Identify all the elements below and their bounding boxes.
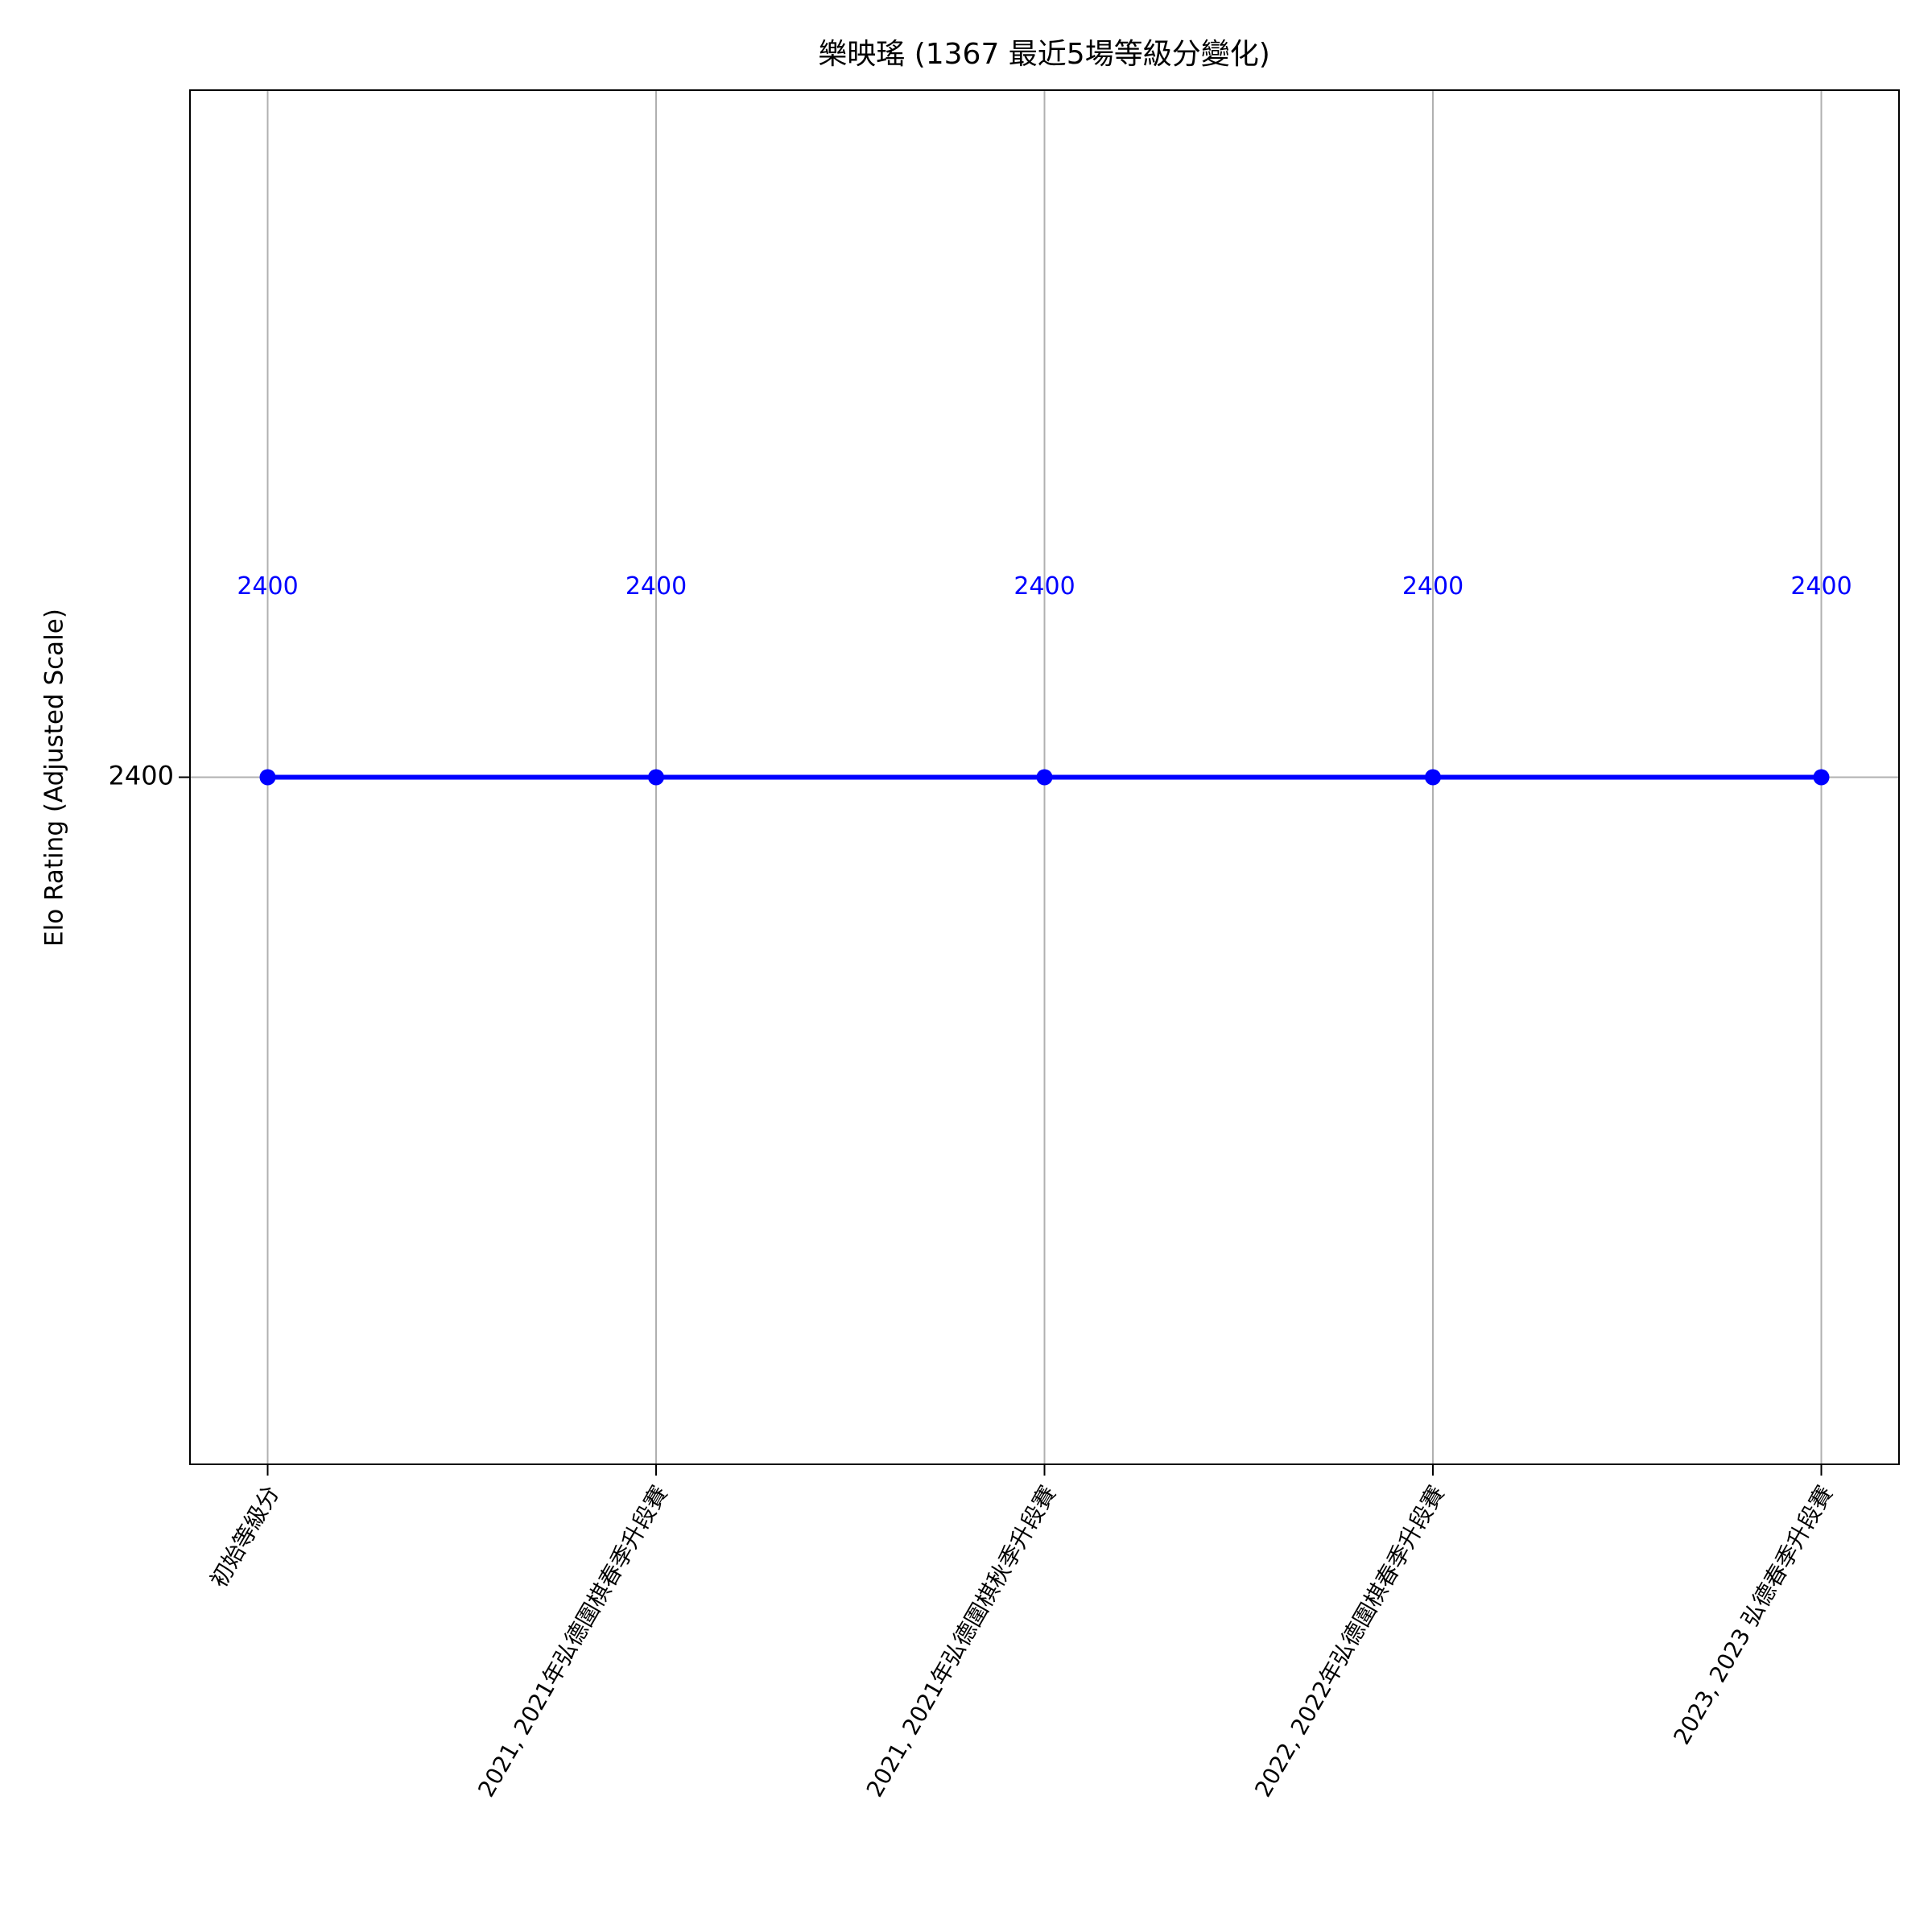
point	[1425, 769, 1441, 786]
point	[648, 769, 664, 786]
plot-frame	[189, 89, 1900, 1465]
y-axis-label: Elo Rating (Adjusted Scale)	[40, 609, 69, 947]
data-label: 2400	[1790, 572, 1852, 601]
y-tick-label: 2400	[109, 761, 174, 791]
x-tick-label: 初始等級分	[205, 1481, 285, 1592]
x-tick-label: 2021, 2021年弘德圍棋春季升段賽	[473, 1481, 673, 1802]
data-label: 2400	[1402, 572, 1463, 601]
point	[1813, 769, 1830, 786]
x-tick-label: 2023, 2023 弘德春季升段賽	[1668, 1481, 1838, 1749]
x-tick-label: 2021, 2021年弘德圍棋秋季升段賽	[861, 1481, 1062, 1802]
chart-title: 樂映瑤 (1367 最近5場等級分變化)	[818, 38, 1270, 71]
data-label: 2400	[1013, 572, 1075, 601]
point	[1036, 769, 1053, 786]
data-label: 2400	[625, 572, 687, 601]
data-label: 2400	[237, 572, 298, 601]
point	[259, 769, 276, 786]
x-tick-label: 2022, 2022年弘德圍棋春季升段賽	[1249, 1481, 1450, 1802]
